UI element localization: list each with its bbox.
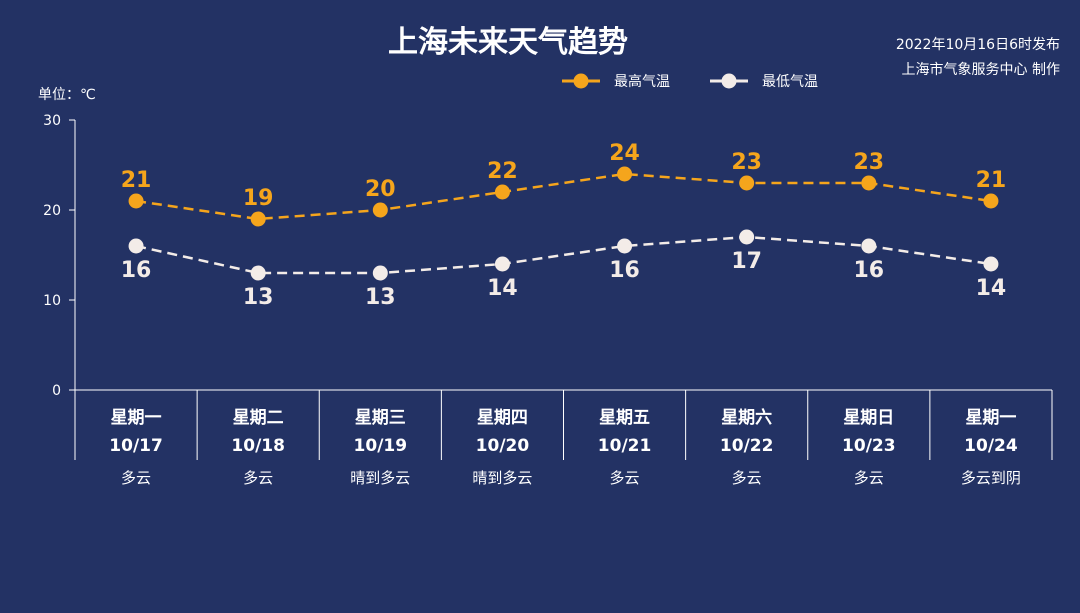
series-line <box>135 235 992 275</box>
weekday-label: 星期二 <box>233 408 284 428</box>
issue-time: 2022年10月16日6时发布 <box>896 37 1060 53</box>
weekday-label: 星期三 <box>355 408 406 428</box>
date-label: 10/18 <box>231 436 285 456</box>
date-label: 10/17 <box>109 436 163 456</box>
data-label: 17 <box>731 249 762 274</box>
data-point <box>128 238 144 254</box>
weather-label: 晴到多云 <box>472 469 532 487</box>
data-point <box>861 238 877 254</box>
data-label: 13 <box>243 285 274 310</box>
data-point <box>617 238 633 254</box>
data-point <box>250 265 266 281</box>
data-point <box>250 211 266 227</box>
weather-label: 多云到阴 <box>961 469 1021 487</box>
axes: 0 10 20 30 <box>43 113 1052 460</box>
data-label: 19 <box>243 186 274 211</box>
weekday-label: 星期一 <box>111 408 162 428</box>
data-label: 14 <box>487 276 518 301</box>
data-label: 13 <box>365 285 396 310</box>
data-label: 21 <box>976 168 1007 193</box>
data-label: 24 <box>609 141 640 166</box>
weather-label: 多云 <box>121 469 151 487</box>
data-label: 16 <box>609 258 640 283</box>
data-point <box>494 256 510 272</box>
weather-label: 多云 <box>854 469 884 487</box>
legend-marker <box>573 73 589 89</box>
data-point <box>372 202 388 218</box>
date-label: 10/24 <box>964 436 1018 456</box>
weekday-label: 星期一 <box>965 408 1016 428</box>
legend-label: 最低气温 <box>762 74 818 90</box>
data-point <box>372 265 388 281</box>
y-tick-label: 0 <box>52 383 61 399</box>
data-point <box>128 193 144 209</box>
date-label: 10/22 <box>720 436 774 456</box>
weekday-label: 星期五 <box>599 408 650 428</box>
date-label: 10/19 <box>354 436 408 456</box>
weekday-label: 星期六 <box>721 407 772 428</box>
data-point <box>983 256 999 272</box>
legend-marker <box>721 73 737 89</box>
data-point <box>617 166 633 182</box>
date-label: 10/20 <box>476 436 530 456</box>
legend: 最高气温 最低气温 <box>562 73 818 90</box>
weather-label: 晴到多云 <box>350 469 410 487</box>
y-tick-label: 10 <box>43 293 61 309</box>
weather-label: 多云 <box>732 469 762 487</box>
weekday-label: 星期四 <box>477 408 528 428</box>
data-point <box>861 175 877 191</box>
data-point <box>494 184 510 200</box>
date-label: 10/21 <box>598 436 652 456</box>
data-point <box>983 193 999 209</box>
chart-title: 上海未来天气趋势 <box>388 25 628 60</box>
data-point <box>739 229 755 245</box>
data-label: 16 <box>121 258 152 283</box>
date-label: 10/23 <box>842 436 896 456</box>
data-label: 22 <box>487 159 518 184</box>
weekday-label: 星期日 <box>843 408 894 428</box>
data-label: 23 <box>854 150 885 175</box>
day-table: 星期一 10/17 多云 星期二 10/18 多云 星期三 10/19 晴到多云 星期四 10/20… <box>109 390 1053 487</box>
data-label: 16 <box>854 258 885 283</box>
data-label: 23 <box>731 150 762 175</box>
weather-label: 多云 <box>610 469 640 487</box>
series-layer: 21 19 20 22 24 23 23 21 16 13 13 14 16 17 16 14 <box>121 141 1007 310</box>
y-tick-label: 20 <box>43 203 61 219</box>
legend-label: 最高气温 <box>614 73 670 90</box>
data-label: 14 <box>976 276 1007 301</box>
data-label: 20 <box>365 177 396 202</box>
publisher: 上海市气象服务中心 制作 <box>902 61 1060 78</box>
weather-label: 多云 <box>243 469 273 487</box>
data-label: 21 <box>121 168 152 193</box>
unit-label: 单位：℃ <box>38 87 96 103</box>
data-point <box>739 175 755 191</box>
y-tick-label: 30 <box>43 113 61 129</box>
